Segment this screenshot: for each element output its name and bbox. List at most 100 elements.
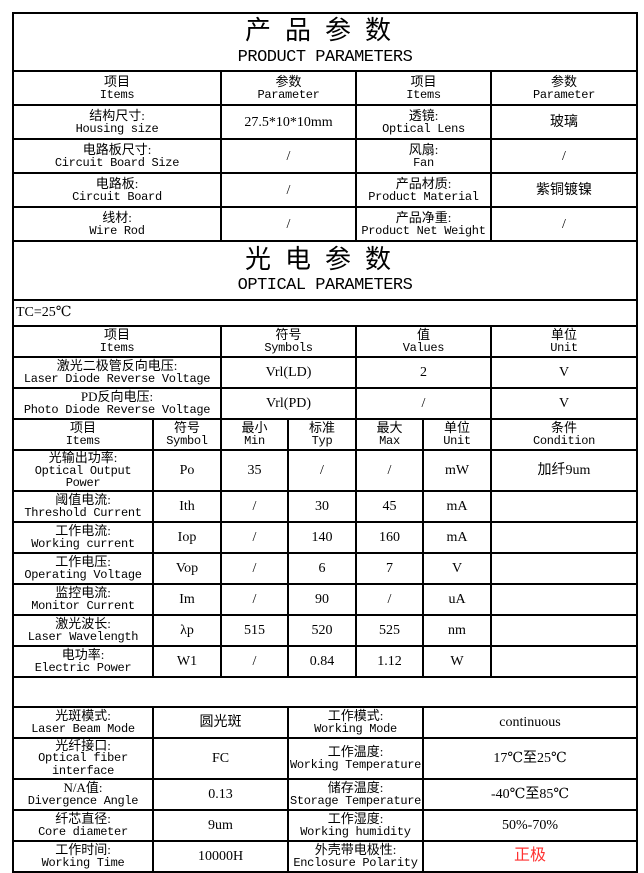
label-en: Electric Power xyxy=(34,660,132,675)
table-cell: 电功率: Electric Power xyxy=(12,644,154,678)
label-cn: 标准 xyxy=(308,420,335,436)
label-en: Laser Diode Reverse Voltage xyxy=(23,372,211,387)
table-cell: N/A值: Divergence Angle xyxy=(12,777,154,811)
empty-row xyxy=(12,675,638,708)
label-en: Housing size xyxy=(75,121,159,136)
table-cell: 0.84 xyxy=(287,644,357,678)
header-cell: 项目 Items xyxy=(12,418,154,451)
label-cn: 线材: xyxy=(102,209,132,225)
label-en: Laser Wavelength xyxy=(27,629,139,644)
label-cn: 项目 xyxy=(103,73,130,89)
table-cell: 10000H xyxy=(152,839,289,873)
table-cell: 电路板: Circuit Board xyxy=(12,172,222,208)
table-cell: / xyxy=(220,138,357,174)
other-row: 光纤接口: Optical fiber interface FC 工作温度: Worki… xyxy=(12,736,638,780)
label-cn: 项目 xyxy=(103,327,130,343)
value: FC xyxy=(211,750,230,766)
label-en: Items xyxy=(406,87,441,102)
value: / xyxy=(562,148,566,164)
label-cn: 项目 xyxy=(410,73,437,89)
header-cell: 符号 Symbol xyxy=(152,418,222,451)
table-cell: 外壳带电极性: Enclosure Polarity xyxy=(287,839,424,873)
label-cn: 工作电压: xyxy=(55,554,111,570)
label-cn: 最大 xyxy=(376,420,403,436)
label-en: Storage Temperature xyxy=(289,793,422,808)
table-cell: / xyxy=(287,449,357,492)
label-cn: 符号 xyxy=(173,420,200,436)
table-cell: / xyxy=(220,489,289,523)
table-cell: 风扇: Fan xyxy=(355,138,492,174)
label-cn: 透镜: xyxy=(408,107,439,123)
table-cell: 监控电流: Monitor Current xyxy=(12,582,154,616)
value: 45 xyxy=(382,498,397,514)
table-cell: λp xyxy=(152,613,222,647)
label-en: Items xyxy=(99,341,135,356)
label-cn: 工作模式: xyxy=(327,708,384,724)
value: 515 xyxy=(244,622,265,638)
table-cell: 阈值电流: Threshold Current xyxy=(12,489,154,523)
value: 加纤9um xyxy=(537,463,591,479)
value: 520 xyxy=(311,622,333,638)
table-cell: / xyxy=(220,520,289,554)
value: 140 xyxy=(311,529,333,545)
table-cell xyxy=(490,551,638,585)
label-en: Working Mode xyxy=(314,721,397,736)
table-cell: / xyxy=(220,551,289,585)
optical-data-row: 工作电流: Working current Iop / 140 160 mA xyxy=(12,520,638,554)
table-cell: 激光二极管反向电压: Laser Diode Reverse Voltage xyxy=(12,356,222,389)
label-en: Symbols xyxy=(264,341,313,356)
value: 6 xyxy=(318,560,326,576)
table-cell: 17℃至25℃ xyxy=(422,736,638,780)
table-cell: / xyxy=(220,644,289,678)
label-cn: 工作电流: xyxy=(55,523,111,539)
value: 90 xyxy=(315,591,329,607)
table-cell: 圆光斑 xyxy=(152,705,289,739)
table-cell: V xyxy=(490,387,638,420)
section-subtitle: PRODUCT PARAMETERS xyxy=(237,47,413,67)
value: 27.5*10*10mm xyxy=(244,114,333,130)
label-cn: 光纤接口: xyxy=(55,737,111,753)
label-cn: 单位 xyxy=(443,420,470,436)
optical-data-row: 激光波长: Laser Wavelength λp 515 520 525 nm xyxy=(12,613,638,647)
value: 圆光斑 xyxy=(199,714,242,730)
label-en: Unit xyxy=(550,341,578,356)
value: V xyxy=(451,560,463,576)
value: / xyxy=(286,182,291,198)
table-cell: mA xyxy=(422,489,492,523)
spacer-row xyxy=(12,675,638,708)
label-cn: 纤芯直径: xyxy=(55,811,111,827)
label-cn: PD反向电压: xyxy=(80,389,154,405)
label-en: Parameter xyxy=(257,87,320,102)
table-cell: V xyxy=(422,551,492,585)
label-cn: 风扇: xyxy=(408,141,439,157)
label-cn: N/A值: xyxy=(63,780,103,796)
value: 30 xyxy=(315,498,329,514)
value: Vop xyxy=(175,560,199,576)
label-en: Product Material xyxy=(368,189,479,204)
table-cell: W1 xyxy=(152,644,222,678)
label-cn: 单位 xyxy=(550,327,577,343)
value: 0.13 xyxy=(208,786,233,802)
table-cell xyxy=(490,520,638,554)
product-title: 产品参数 PRODUCT PARAMETERS xyxy=(12,12,638,72)
value: Im xyxy=(179,591,195,607)
table-cell: 光斑模式: Laser Beam Mode xyxy=(12,705,154,739)
header-cell: 最小 Min xyxy=(220,418,289,451)
header-cell: 最大 Max xyxy=(355,418,424,451)
table-cell xyxy=(490,489,638,523)
value: 2 xyxy=(420,365,427,381)
value: / xyxy=(387,463,392,479)
other-row: 工作时间: Working Time 10000H 外壳带电极性: Enclosure … xyxy=(12,839,638,873)
table-cell: 工作电压: Operating Voltage xyxy=(12,551,154,585)
table-cell: continuous xyxy=(422,705,638,739)
label-en: Circuit Board Size xyxy=(54,155,180,170)
value: mA xyxy=(446,498,468,514)
table-cell: PD反向电压: Photo Diode Reverse Voltage xyxy=(12,387,222,420)
other-row: N/A值: Divergence Angle 0.13 储存温度: Storage Te… xyxy=(12,777,638,811)
label-en: Optical Output Power xyxy=(34,463,132,491)
value: / xyxy=(421,396,426,412)
table-cell: 工作温度: Working Temperature xyxy=(287,736,424,780)
table-cell: 光输出功率: Optical Output Power xyxy=(12,449,154,492)
value: 10000H xyxy=(197,848,244,864)
table-cell: mW xyxy=(422,449,492,492)
